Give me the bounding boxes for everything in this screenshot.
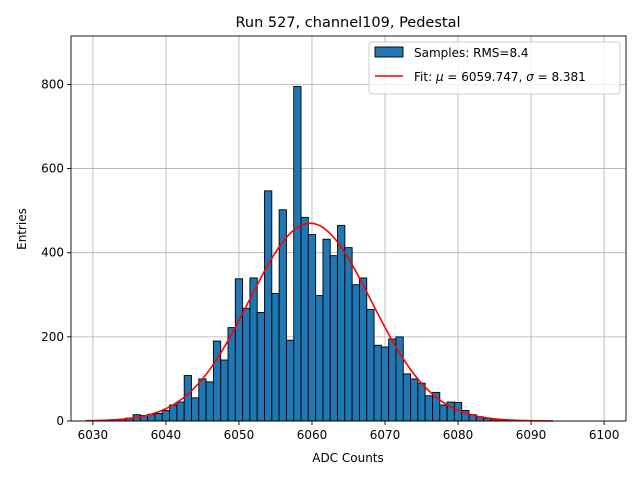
x-tick-label: 6030 xyxy=(78,428,109,442)
histogram-bar xyxy=(227,327,236,422)
histogram-bar xyxy=(315,295,324,422)
chart-title: Run 527, channel109, Pedestal xyxy=(235,15,460,31)
x-axis-ticks: 6030 6040 6050 6060 6070 6080 6090 6100 xyxy=(78,421,620,442)
legend-box xyxy=(368,41,621,95)
histogram-bar xyxy=(359,277,368,422)
legend-fit-prefix: Fit: xyxy=(414,70,436,84)
histogram-bar xyxy=(212,340,222,422)
histogram-bar xyxy=(169,404,178,422)
histogram-bar xyxy=(351,284,360,422)
x-tick-label: 6100 xyxy=(589,428,620,442)
legend-fit-label: Fit: μ = 6059.747, σ = 8.381 xyxy=(414,70,586,84)
histogram-bar xyxy=(264,190,273,422)
x-tick-label: 6090 xyxy=(516,428,547,442)
histogram-bar xyxy=(366,309,375,422)
histogram-bar xyxy=(329,255,338,422)
histogram-bar xyxy=(176,401,185,422)
histogram-bar xyxy=(191,397,200,422)
legend-fit-sigma-symbol: σ xyxy=(526,70,534,84)
histogram-bar xyxy=(344,247,353,422)
histogram-bar xyxy=(410,378,419,422)
y-tick-label: 600 xyxy=(41,162,64,176)
legend-fit-mu-symbol: μ xyxy=(435,70,444,84)
histogram-bars xyxy=(96,86,514,422)
histogram-bar xyxy=(439,404,448,422)
y-tick-label: 0 xyxy=(56,414,64,428)
histogram-bar xyxy=(380,346,390,422)
histogram-bar xyxy=(424,395,433,422)
legend-samples-label: Samples: RMS=8.4 xyxy=(414,46,529,60)
histogram-bar xyxy=(161,410,171,422)
x-tick-label: 6040 xyxy=(151,428,182,442)
histogram-bar xyxy=(293,86,302,422)
histogram-bar xyxy=(183,375,192,422)
histogram-bar xyxy=(300,216,309,422)
y-axis-label: Entries xyxy=(15,208,29,250)
legend: Samples: RMS=8.4 Fit: μ = 6059.747, σ = … xyxy=(368,41,621,95)
histogram-bar xyxy=(285,339,295,422)
histogram-bar xyxy=(220,359,229,422)
histogram-bar xyxy=(373,344,382,422)
histogram-bar xyxy=(256,311,265,422)
y-tick-label: 800 xyxy=(41,77,64,91)
legend-fit-sigma-text: = 8.381 xyxy=(534,70,586,84)
legend-fit-mu-text: = 6059.747, xyxy=(444,70,527,84)
fit-curve xyxy=(85,222,553,422)
histogram-bar xyxy=(417,382,426,422)
histogram-bar xyxy=(402,373,412,422)
x-tick-label: 6070 xyxy=(370,428,401,442)
plot-frame xyxy=(70,35,627,422)
histogram-bar xyxy=(307,234,317,422)
x-tick-label: 6060 xyxy=(297,428,328,442)
y-tick-label: 200 xyxy=(41,330,64,344)
histogram-bar xyxy=(337,224,346,422)
histogram-bar xyxy=(249,277,258,422)
y-axis-ticks: 0 200 400 600 800 xyxy=(41,77,71,428)
legend-bar-swatch xyxy=(374,46,404,58)
histogram-bar xyxy=(234,278,244,422)
histogram-bar xyxy=(242,307,251,422)
histogram-bar xyxy=(271,293,280,422)
histogram-bar xyxy=(154,412,163,422)
x-tick-label: 6080 xyxy=(443,428,474,442)
histogram-bar xyxy=(205,381,214,422)
histogram-bar xyxy=(388,338,397,422)
x-axis-label: ADC Counts xyxy=(312,451,384,465)
y-tick-label: 400 xyxy=(41,246,64,260)
histogram-bar xyxy=(198,378,207,422)
histogram-bar xyxy=(322,238,331,422)
x-tick-label: 6050 xyxy=(224,428,255,442)
